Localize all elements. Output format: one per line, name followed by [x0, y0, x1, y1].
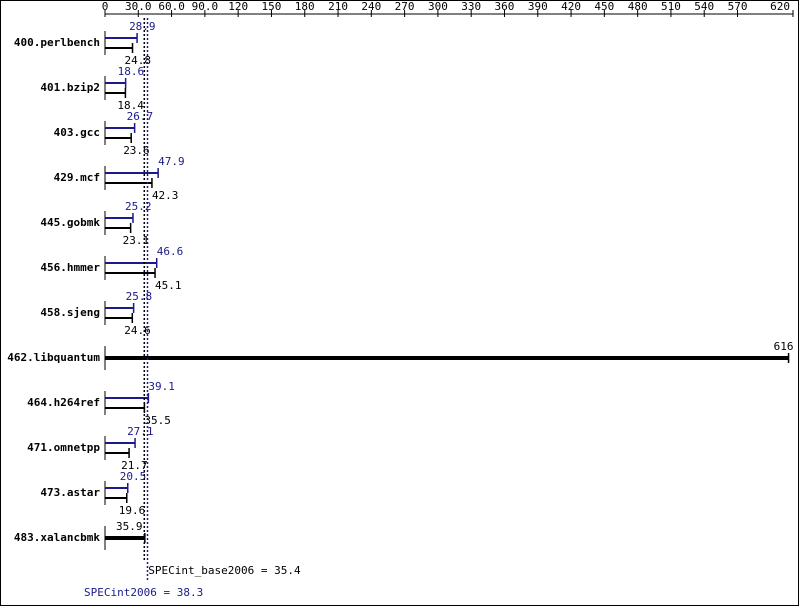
x-tick-label: 330	[461, 0, 481, 13]
value-label: 616	[774, 340, 794, 353]
x-tick-label: 450	[594, 0, 614, 13]
category-label: 483.xalancbmk	[14, 531, 100, 544]
x-tick-label: 120	[228, 0, 248, 13]
value-label: 47.9	[158, 155, 185, 168]
x-tick-label: 60.0	[158, 0, 185, 13]
category-label: 464.h264ref	[27, 396, 100, 409]
x-tick-label: 540	[694, 0, 714, 13]
value-label: 27.1	[127, 425, 154, 438]
x-tick-label: 510	[661, 0, 681, 13]
value-label: 21.7	[121, 459, 148, 472]
category-label: 400.perlbench	[14, 36, 100, 49]
category-label: 445.gobmk	[40, 216, 100, 229]
value-label: 19.6	[119, 504, 146, 517]
x-tick-label: 90.0	[192, 0, 219, 13]
x-tick-label: 480	[628, 0, 648, 13]
x-tick-label: 240	[361, 0, 381, 13]
x-tick-label: 570	[728, 0, 748, 13]
x-tick-label: 420	[561, 0, 581, 13]
value-label: 26.7	[127, 110, 154, 123]
value-label: 18.6	[118, 65, 145, 78]
category-label: 401.bzip2	[40, 81, 100, 94]
value-label: 45.1	[155, 279, 182, 292]
value-label: 42.3	[152, 189, 179, 202]
x-tick-label: 0	[102, 0, 109, 13]
category-label: 456.hmmer	[40, 261, 100, 274]
x-tick-label: 390	[528, 0, 548, 13]
category-label: 471.omnetpp	[27, 441, 100, 454]
value-label: 35.5	[144, 414, 171, 427]
category-label: 462.libquantum	[7, 351, 100, 364]
value-label: 18.4	[117, 99, 144, 112]
value-label: 25.8	[126, 290, 152, 303]
x-tick-label: 270	[395, 0, 415, 13]
value-label: 28.9	[129, 20, 156, 33]
category-label: 403.gcc	[54, 126, 100, 139]
x-tick-label: 150	[262, 0, 282, 13]
x-tick-label: 30.0	[125, 0, 152, 13]
value-label: 39.1	[148, 380, 175, 393]
x-tick-label: 210	[328, 0, 348, 13]
value-label: 23.1	[123, 234, 150, 247]
x-tick-label: 620	[770, 0, 790, 13]
x-tick-label: 180	[295, 0, 315, 13]
reference-label: SPECint2006 = 38.3	[84, 586, 203, 599]
value-label: 35.9	[116, 520, 143, 533]
value-label: 46.6	[157, 245, 184, 258]
x-tick-label: 300	[428, 0, 448, 13]
category-label: 473.astar	[40, 486, 100, 499]
value-label: 23.6	[123, 144, 150, 157]
category-label: 429.mcf	[54, 171, 100, 184]
category-label: 458.sjeng	[40, 306, 100, 319]
value-label: 20.5	[120, 470, 146, 483]
reference-label: SPECint_base2006 = 35.4	[148, 564, 301, 577]
x-tick-label: 360	[495, 0, 515, 13]
